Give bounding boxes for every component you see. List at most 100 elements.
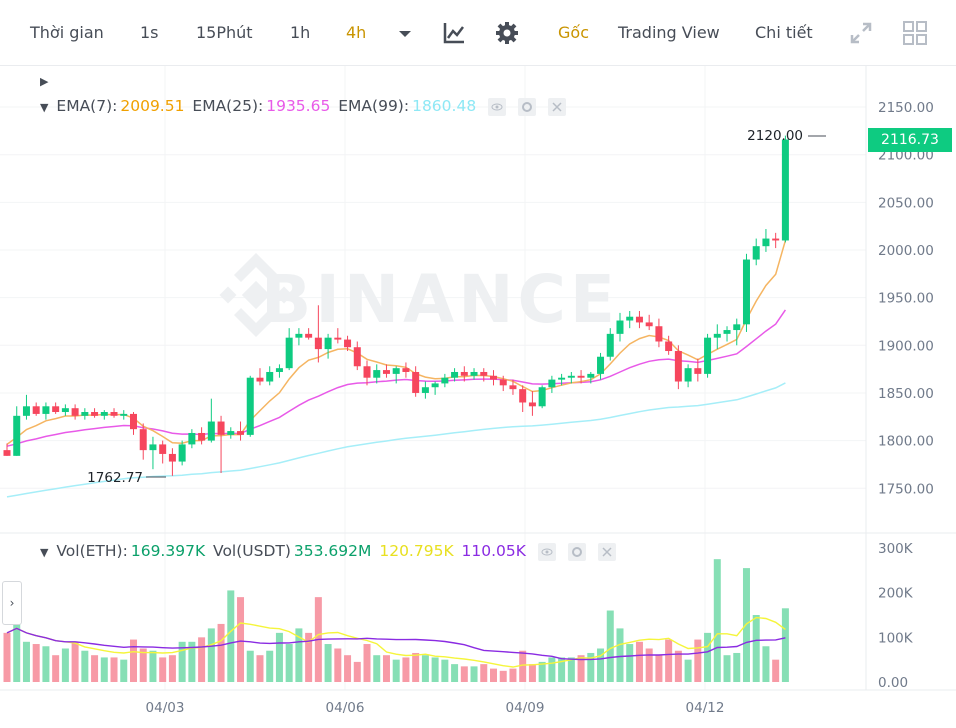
volume-bar	[704, 632, 712, 682]
candle-body	[470, 371, 478, 376]
ema25-label: EMA(25):	[192, 97, 264, 115]
candle-body	[344, 339, 352, 348]
candle-body	[772, 238, 780, 241]
volume-bar	[61, 648, 69, 682]
volume-bar	[110, 657, 118, 682]
volume-bars	[3, 559, 789, 682]
candle-body	[402, 368, 410, 372]
view-tradingview[interactable]: Trading View	[618, 23, 720, 42]
candle-body	[266, 371, 274, 382]
candle-body	[91, 412, 99, 416]
candle-body	[412, 371, 420, 393]
interval-1s[interactable]: 1s	[140, 23, 159, 42]
volume-bar	[645, 648, 653, 682]
price-axis-label: 1750.00	[878, 481, 934, 497]
candle-body	[188, 432, 196, 445]
vol-collapse-icon[interactable]: ▼	[40, 546, 49, 559]
price-axis-label: 2000.00	[878, 243, 934, 259]
volume-bar	[752, 615, 760, 682]
candle-body	[373, 370, 381, 378]
interval-4h[interactable]: 4h	[346, 23, 367, 42]
volume-bar	[480, 664, 488, 682]
settings-icon[interactable]	[518, 97, 537, 116]
grid-layout-icon[interactable]	[902, 20, 928, 46]
volume-bar	[344, 655, 352, 682]
candle-body	[71, 408, 79, 416]
volume-bar	[742, 568, 750, 682]
high-marker: 2120.00	[747, 128, 803, 144]
volume-bar	[246, 650, 254, 682]
volume-bar	[227, 590, 235, 682]
volume-bar	[616, 628, 624, 682]
interval-1h[interactable]: 1h	[290, 23, 311, 42]
candle-body	[548, 379, 556, 388]
candle-body	[781, 139, 789, 241]
vol-ma2-value: 110.05K	[461, 542, 526, 560]
view-depth[interactable]: Chi tiết	[755, 23, 813, 42]
toolbar: Thời gian 1s 15Phút 1h 4h Gốc Trading Vi…	[0, 0, 956, 66]
candles	[3, 135, 789, 476]
legend-toggle-icon[interactable]: ▶	[40, 75, 49, 88]
candle-body	[129, 413, 137, 430]
volume-bar	[129, 639, 137, 682]
candle-body	[198, 432, 206, 441]
vol-eye-icon[interactable]	[537, 542, 556, 561]
candle-body	[149, 444, 157, 451]
volume-ma-path	[6, 616, 786, 668]
chart-indicator-icon[interactable]	[441, 20, 467, 46]
interval-15m[interactable]: 15Phút	[196, 23, 253, 42]
time-label[interactable]: Thời gian	[30, 23, 104, 42]
candle-body	[227, 431, 235, 435]
volume-legend: ▼ Vol(ETH): 169.397K Vol(USDT) 353.692M 12…	[40, 541, 619, 563]
volume-bar	[52, 655, 60, 682]
volume-bar	[305, 632, 313, 682]
volume-bar	[120, 659, 128, 682]
price-axis-label: 1900.00	[878, 338, 934, 354]
volume-bar	[626, 644, 634, 682]
ema7-value: 2009.51	[120, 97, 185, 115]
vol-close-icon[interactable]	[597, 542, 616, 561]
price-axis-label: 2050.00	[878, 195, 934, 211]
chevron-down-icon[interactable]	[396, 22, 422, 48]
volume-bar	[470, 666, 478, 682]
vol-settings-icon[interactable]	[567, 542, 586, 561]
volume-bar	[762, 646, 770, 682]
gear-icon[interactable]	[494, 20, 520, 46]
legend-collapse-icon[interactable]: ▼	[40, 101, 49, 114]
candle-body	[490, 375, 497, 380]
eye-icon[interactable]	[488, 97, 507, 116]
volume-bar	[32, 644, 40, 682]
fullscreen-icon[interactable]	[848, 20, 874, 46]
candle-body	[704, 337, 712, 374]
volume-ma-lines	[6, 616, 786, 668]
candle-body	[168, 453, 176, 462]
volume-bar	[42, 646, 50, 682]
candle-body	[684, 368, 692, 382]
volume-bar	[3, 632, 11, 682]
volume-bar	[548, 657, 556, 682]
candle-body	[207, 421, 215, 441]
expand-panel-icon[interactable]: ›	[2, 581, 22, 625]
candle-body	[635, 316, 643, 323]
volume-bar	[100, 657, 108, 682]
candle-body	[363, 366, 371, 378]
candle-body	[509, 385, 517, 390]
candle-body	[645, 322, 653, 327]
volume-bar	[91, 655, 99, 682]
volume-bar	[22, 641, 30, 682]
volume-bar	[363, 644, 371, 682]
ema25-value: 1935.65	[266, 97, 331, 115]
volume-bar	[392, 659, 400, 682]
volume-axis-label: 200K	[878, 586, 914, 602]
volume-bar	[237, 597, 245, 682]
candlestick-chart[interactable]: BINANCE 2150.002100.002050.002000.001950…	[0, 66, 956, 728]
volume-ma-path	[6, 627, 786, 661]
volume-bar	[198, 637, 206, 682]
candle-body	[665, 341, 673, 352]
view-original[interactable]: Gốc	[558, 23, 589, 42]
time-axis-label: 04/12	[686, 700, 725, 716]
close-icon[interactable]	[548, 97, 566, 116]
candle-body	[100, 412, 108, 416]
volume-bar	[188, 641, 196, 682]
volume-bar	[266, 650, 274, 682]
